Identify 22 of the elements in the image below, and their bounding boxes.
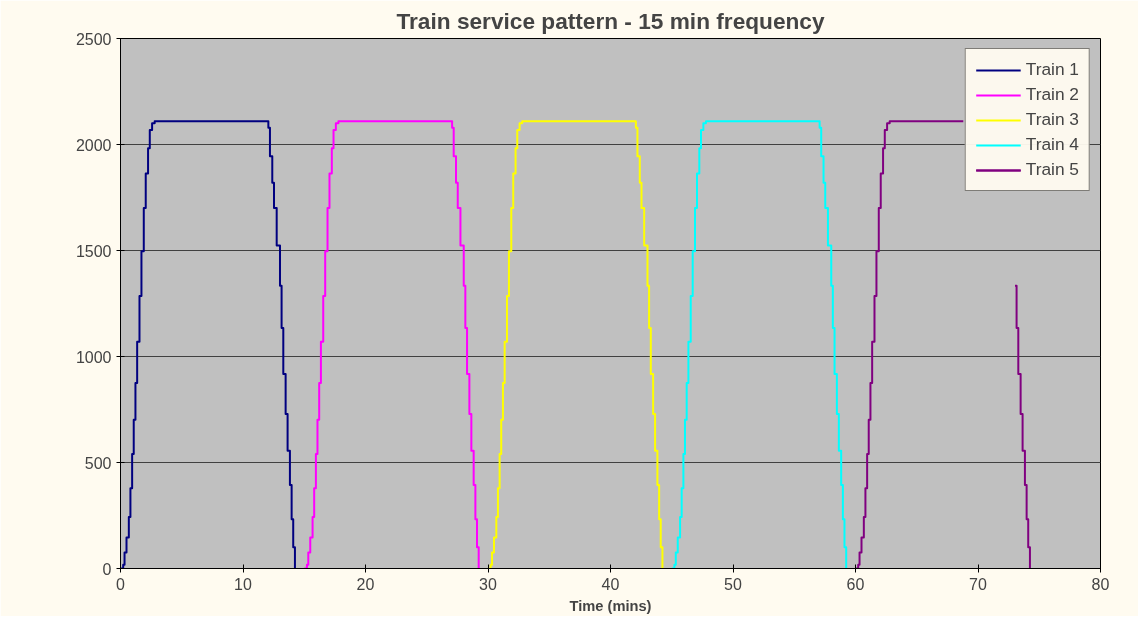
x-tick-label: 60 (846, 575, 865, 593)
x-tick-label: 70 (969, 575, 987, 593)
chart-title: Train service pattern - 15 min frequency (396, 7, 825, 34)
x-axis-title: Time (mins) (569, 597, 652, 614)
x-tick-label: 40 (601, 575, 620, 593)
x-tick-label: 20 (356, 575, 375, 593)
legend-label: Train 1 (1025, 59, 1079, 80)
legend-label: Train 4 (1025, 134, 1079, 155)
legend-label: Train 3 (1025, 109, 1079, 130)
y-tick-label: 1000 (75, 348, 112, 366)
y-tick-label: 2500 (75, 30, 112, 48)
y-tick-label: 500 (84, 454, 112, 472)
y-tick-label: 0 (102, 560, 112, 578)
x-tick-label: 10 (234, 575, 252, 593)
y-tick-label: 2000 (75, 136, 112, 154)
legend-label: Train 5 (1025, 159, 1079, 180)
x-tick-label: 30 (479, 575, 497, 593)
y-tick-label: 1500 (75, 242, 112, 260)
x-tick-label: 0 (116, 575, 126, 593)
x-tick-label: 80 (1091, 575, 1110, 593)
legend-label: Train 2 (1025, 84, 1079, 105)
x-tick-label: 50 (724, 575, 742, 593)
